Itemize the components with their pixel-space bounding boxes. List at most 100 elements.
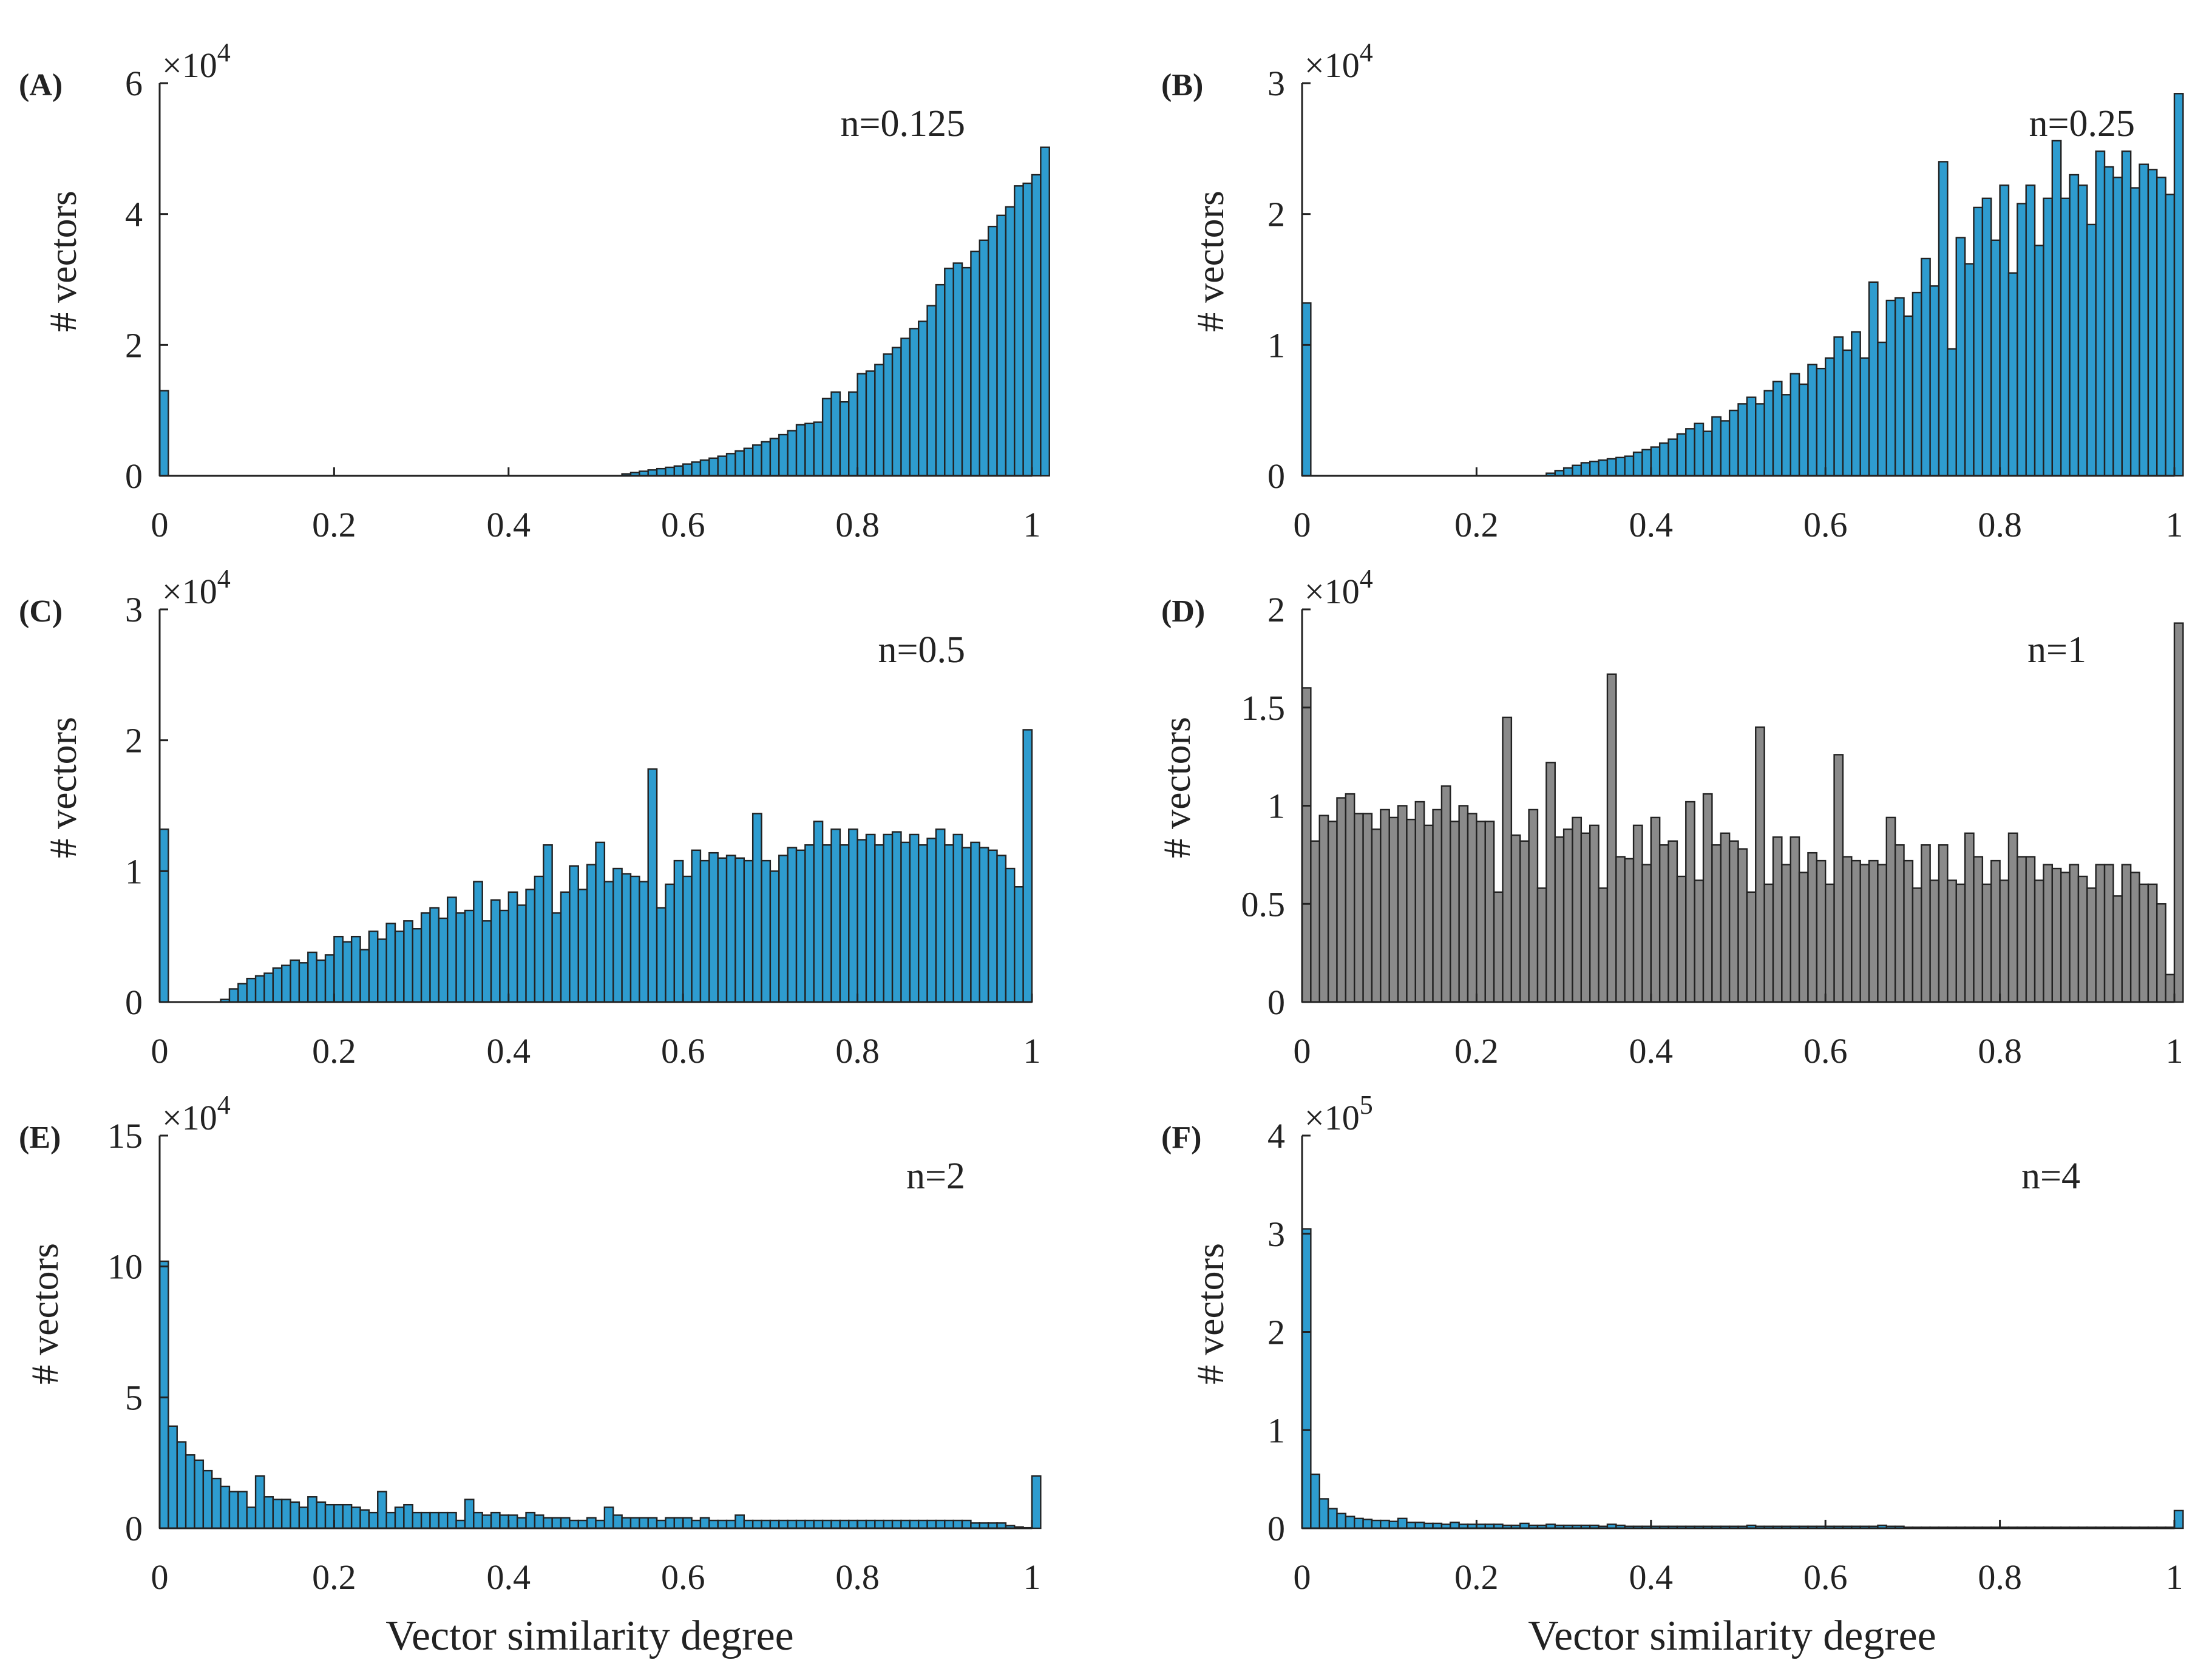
panel-f: 0 0.2 0.4 0.6 0.8 1 0 1 2 3 4 (F) ×105 # vectors n=4 Ve… xyxy=(1161,1090,2184,1659)
y-tick-label: 4 xyxy=(125,195,143,234)
histogram-bar xyxy=(629,875,640,1003)
y-axis-label: # vectors xyxy=(1155,717,1198,858)
histogram-bar xyxy=(830,1519,841,1529)
histogram-bar xyxy=(1388,816,1399,1003)
x-tick-label: 0.6 xyxy=(1803,1031,1848,1071)
histogram-bar xyxy=(1624,858,1635,1003)
histogram-bar xyxy=(1632,824,1643,1003)
n-annotation: n=4 xyxy=(2021,1156,2080,1197)
histogram-bar xyxy=(185,1454,195,1529)
y-axis-label: # vectors xyxy=(1189,1243,1232,1384)
histogram-bar xyxy=(490,1511,501,1529)
histogram-bar xyxy=(1031,1475,1042,1529)
histogram-bar xyxy=(751,813,762,1003)
histogram-bar xyxy=(2034,879,2044,1003)
histogram-bar xyxy=(1432,808,1443,1003)
histogram-bar xyxy=(194,1459,205,1529)
histogram-bar xyxy=(1947,348,1957,477)
x-tick-label: 0.6 xyxy=(661,1557,705,1597)
histogram-bar xyxy=(246,1506,257,1529)
histogram-bar xyxy=(1528,808,1539,1003)
histogram-bar xyxy=(1790,373,1800,477)
histogram-bar xyxy=(647,1517,658,1529)
histogram-bar xyxy=(1650,816,1661,1003)
histogram-bar xyxy=(751,444,762,477)
histogram-bar xyxy=(1816,859,1827,1003)
histogram-bar xyxy=(725,1519,736,1529)
histogram-bar xyxy=(560,1517,571,1529)
histogram-bar xyxy=(202,1469,213,1529)
histogram-bar xyxy=(2112,177,2123,477)
histogram-bar xyxy=(403,1503,413,1529)
histogram-bar xyxy=(1572,464,1583,477)
axis-exponent: ×104 xyxy=(162,38,231,85)
histogram-bar xyxy=(1354,813,1364,1003)
histogram-bar xyxy=(725,855,736,1003)
histogram-bar xyxy=(909,833,920,1003)
histogram-bar xyxy=(1711,844,1722,1003)
histogram-bar xyxy=(2139,163,2149,477)
histogram-bar xyxy=(237,983,248,1003)
histogram-bar xyxy=(909,328,920,477)
histogram-bar xyxy=(2121,864,2132,1003)
histogram-bar xyxy=(2139,883,2149,1003)
histogram-bar xyxy=(254,1475,265,1529)
x-tick-label: 0.6 xyxy=(661,1031,705,1071)
histogram-bar xyxy=(699,459,710,477)
histogram-bar xyxy=(2147,169,2158,477)
y-tick-label: 2 xyxy=(1267,1313,1285,1352)
histogram-bar xyxy=(821,398,832,477)
histogram-bar xyxy=(1921,257,1931,477)
histogram-bar xyxy=(1990,859,2001,1003)
histogram-bar xyxy=(1676,875,1687,1003)
histogram-bar xyxy=(891,831,902,1003)
histogram-bar xyxy=(525,889,536,1003)
histogram-bar xyxy=(987,849,998,1003)
histogram-bar xyxy=(1572,816,1583,1003)
histogram-bar xyxy=(1301,302,1312,477)
histogram-bar xyxy=(1493,891,1504,1003)
histogram-bar xyxy=(883,353,894,477)
histogram-bar xyxy=(647,768,658,1003)
histogram-bar xyxy=(368,1511,379,1529)
histogram-bar xyxy=(1345,793,1355,1003)
histogram-bar xyxy=(761,1519,772,1529)
histogram-bar xyxy=(1354,1517,1364,1529)
histogram-bar xyxy=(734,857,745,1003)
histogram-bar xyxy=(900,337,911,477)
histogram-bar xyxy=(961,847,972,1003)
histogram-bar xyxy=(961,266,972,477)
histogram-bar xyxy=(778,1519,789,1529)
x-tick-label: 0.4 xyxy=(487,1557,531,1597)
histogram-bar xyxy=(525,1511,536,1529)
histogram-bar xyxy=(743,859,754,1003)
histogram-bar xyxy=(534,1514,545,1529)
histogram-bar xyxy=(917,320,928,477)
histogram-bar xyxy=(1685,428,1695,477)
histogram-bar xyxy=(1885,299,1896,477)
histogram-bar xyxy=(1397,1517,1408,1529)
histogram-bar xyxy=(1929,285,1940,477)
histogram-bar xyxy=(551,912,562,1003)
histogram-bar xyxy=(158,390,169,477)
histogram-bar xyxy=(2112,895,2123,1003)
y-tick-label: 1 xyxy=(1267,787,1285,826)
histogram-bar xyxy=(865,1519,876,1529)
histogram-bar xyxy=(935,283,946,477)
histogram-bar xyxy=(1798,383,1809,477)
histogram-bar xyxy=(1702,793,1713,1003)
histogram-bar xyxy=(1362,1519,1373,1529)
histogram-bar xyxy=(1519,840,1530,1003)
y-tick-label: 5 xyxy=(125,1378,143,1417)
histogram-bar xyxy=(691,461,702,477)
histogram-bar xyxy=(464,909,475,1003)
histogram-bar xyxy=(935,828,946,1003)
histogram-bar xyxy=(1371,1519,1382,1529)
histogram-bar xyxy=(577,1519,588,1529)
histogram-bar xyxy=(1310,840,1320,1003)
histogram-bar xyxy=(2025,185,2036,477)
histogram-bar xyxy=(761,859,772,1003)
histogram-bar xyxy=(952,1519,963,1529)
histogram-bar xyxy=(665,883,676,1003)
histogram-bar xyxy=(569,1519,579,1529)
